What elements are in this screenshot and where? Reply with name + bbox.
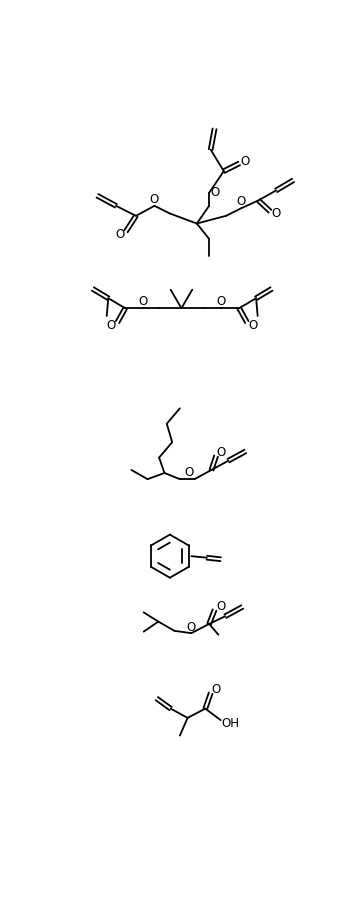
Text: O: O: [138, 295, 148, 308]
Text: O: O: [210, 186, 219, 199]
Text: O: O: [187, 621, 196, 634]
Text: OH: OH: [221, 717, 239, 729]
Text: O: O: [249, 320, 258, 332]
Text: O: O: [217, 446, 226, 458]
Text: O: O: [150, 194, 159, 206]
Text: O: O: [211, 683, 221, 696]
Text: O: O: [217, 295, 226, 308]
Text: O: O: [241, 154, 250, 168]
Text: O: O: [107, 320, 116, 332]
Text: O: O: [237, 195, 246, 208]
Text: O: O: [216, 600, 225, 613]
Text: O: O: [115, 228, 125, 241]
Text: O: O: [184, 466, 194, 478]
Text: O: O: [272, 207, 281, 220]
